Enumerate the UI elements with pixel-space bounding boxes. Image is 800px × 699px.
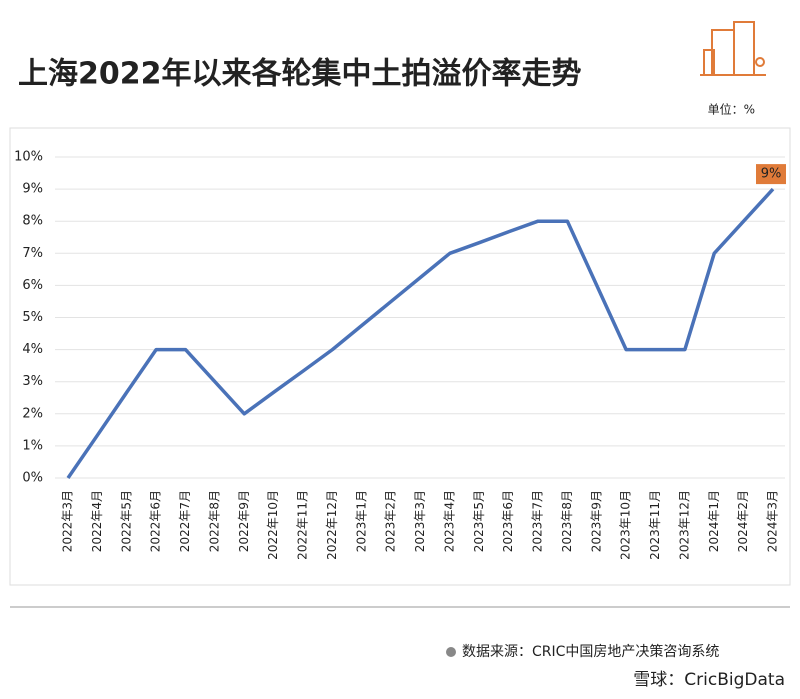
chart-title: 上海2022年以来各轮集中土拍溢价率走势 (18, 57, 582, 92)
x-tick-label: 2022年10月 (266, 490, 280, 560)
bullet (446, 647, 456, 657)
watermark: 雪球：CricBigData (633, 670, 785, 690)
x-tick-label: 2023年11月 (648, 490, 662, 560)
x-tick-label: 2022年7月 (178, 490, 192, 552)
x-tick-label: 2024年2月 (736, 490, 750, 552)
x-tick-label: 2023年5月 (472, 490, 486, 552)
y-tick-label: 2% (22, 406, 43, 421)
x-tick-label: 2024年3月 (766, 490, 780, 552)
x-tick-label: 2023年2月 (384, 490, 398, 552)
source-note: 数据来源：CRIC中国房地产决策咨询系统 (462, 643, 719, 660)
value-label-box (756, 164, 786, 185)
x-tick-label: 2023年6月 (501, 490, 515, 552)
y-tick-label: 10% (14, 150, 43, 165)
y-tick-label: 6% (22, 278, 43, 293)
x-tick-label: 2022年6月 (149, 490, 163, 552)
value-label: 9% (761, 167, 782, 182)
x-tick-label: 2022年4月 (90, 490, 104, 552)
x-tick-label: 2023年8月 (560, 490, 574, 552)
x-tick-label: 2022年3月 (61, 490, 75, 552)
x-tick-label: 2023年4月 (442, 490, 456, 552)
plot-frame (9, 127, 791, 586)
y-tick-label: 7% (22, 246, 43, 261)
x-tick-label: 2022年5月 (119, 490, 133, 552)
y-tick-label: 9% (22, 182, 43, 197)
y-tick-label: 4% (22, 342, 43, 357)
x-tick-label: 2022年9月 (237, 490, 251, 552)
y-tick-label: 1% (22, 438, 43, 453)
x-tick-label: 2023年10月 (619, 490, 633, 560)
data-line (66, 187, 775, 479)
x-tick-label: 2022年12月 (325, 490, 339, 560)
y-tick-label: 8% (22, 214, 43, 229)
x-tick-label: 2023年7月 (531, 490, 545, 552)
y-tick-label: 3% (22, 374, 43, 389)
y-tick-label: 5% (22, 310, 43, 325)
building-icon (700, 21, 766, 76)
x-tick-label: 2023年1月 (354, 490, 368, 552)
x-tick-label: 2023年9月 (589, 490, 603, 552)
unit-label: 单位：% (708, 102, 755, 117)
x-tick-label: 2023年12月 (677, 490, 691, 560)
x-tick-label: 2023年3月 (413, 490, 427, 552)
x-tick-label: 2024年1月 (707, 490, 721, 552)
y-tick-label: 0% (22, 471, 43, 486)
x-tick-label: 2022年11月 (296, 490, 310, 560)
x-tick-label: 2022年8月 (207, 490, 221, 552)
